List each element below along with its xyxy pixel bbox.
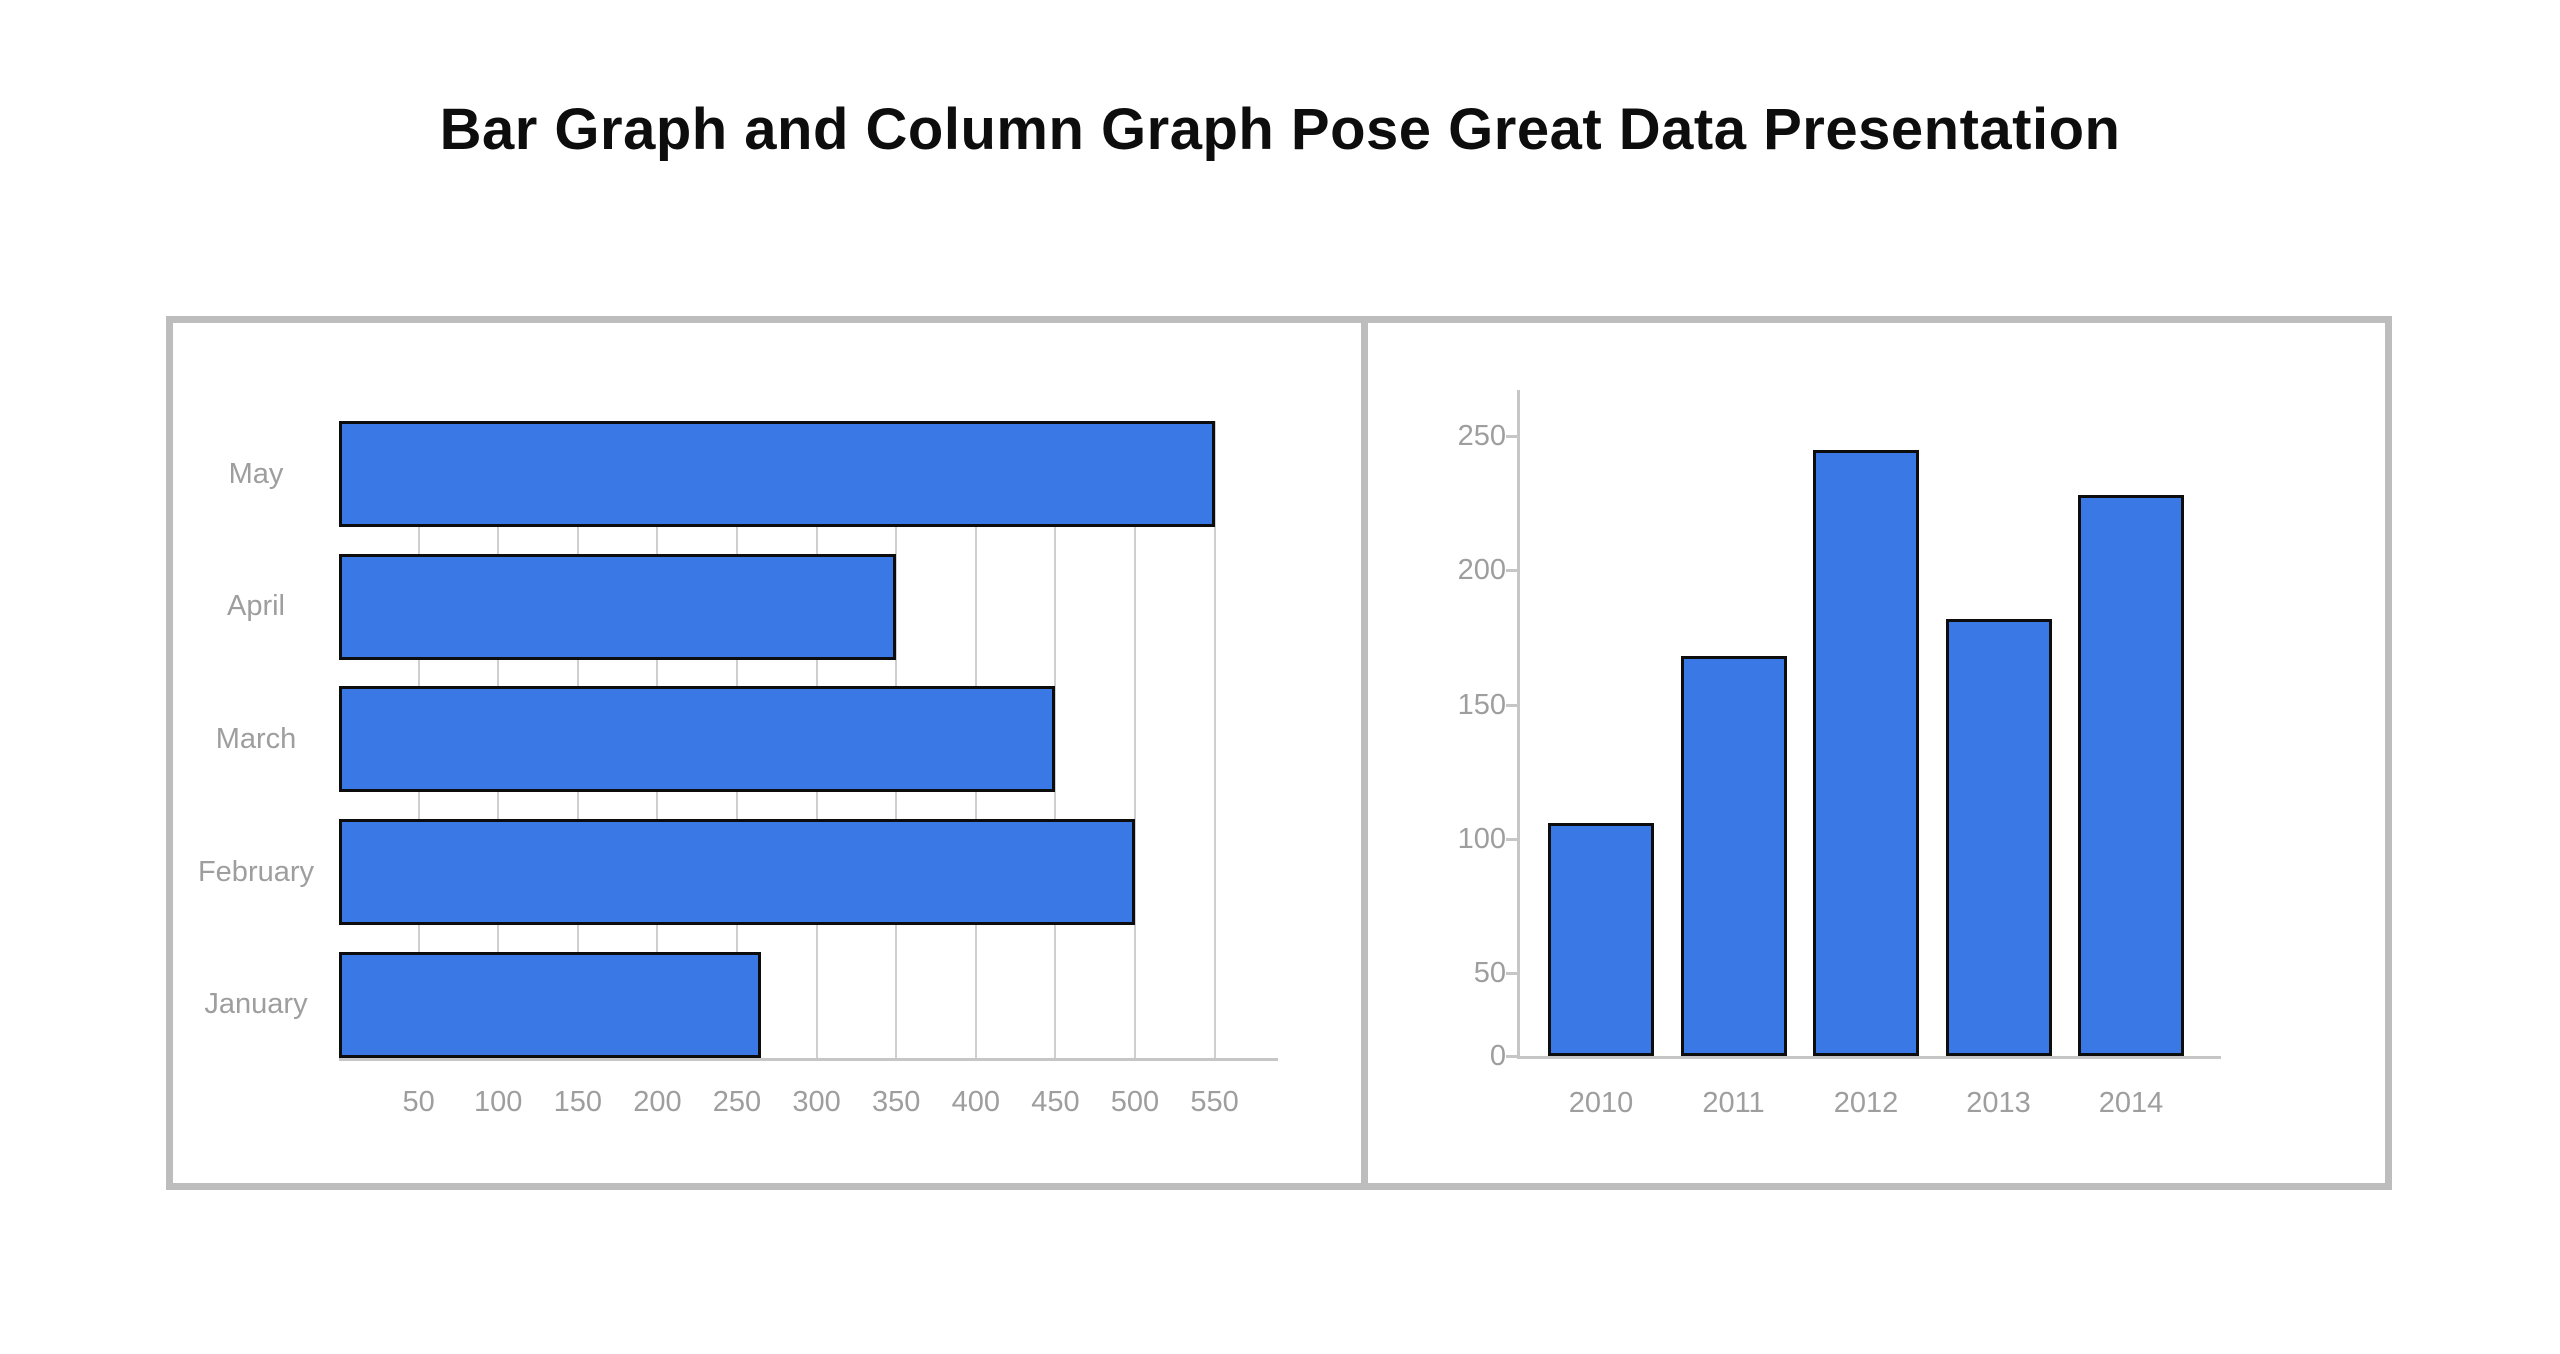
column-2014 (2078, 495, 2184, 1056)
x-tick-label-500: 500 (1110, 1086, 1160, 1118)
bar-february (339, 819, 1135, 926)
year-label-2014: 2014 (2098, 1087, 2164, 1119)
y-tick-150 (1506, 703, 1520, 707)
gridline-450 (1054, 421, 1057, 1058)
category-label-march: March (215, 722, 297, 755)
x-tick-label-150: 150 (553, 1086, 602, 1118)
bar-march (339, 686, 1056, 793)
category-label-february: February (197, 855, 315, 888)
bar-april (339, 553, 897, 660)
x-tick-label-100: 100 (473, 1086, 523, 1118)
y-axis-line (1517, 390, 1520, 1059)
y-tick-label-100: 100 (1457, 823, 1506, 855)
y-tick-label-50: 50 (1473, 957, 1506, 990)
category-label-january: January (204, 988, 308, 1021)
bar-graph-panel: 50 100 150 200 250 300 350 400 450 500 550 May April… (173, 323, 1361, 1183)
column-2012 (1813, 449, 1919, 1056)
charts-container: 50 100 150 200 250 300 350 400 450 500 550 May April… (166, 316, 2392, 1190)
y-tick-50 (1506, 972, 1520, 976)
year-label-2010: 2010 (1568, 1087, 1634, 1119)
x-axis-line (1520, 1056, 2221, 1059)
year-label-2012: 2012 (1833, 1087, 1899, 1119)
year-label-2013: 2013 (1966, 1087, 2031, 1119)
column-graph-panel: 0 50 100 150 200 250 2010 2011 2012 2013 2014 (1361, 323, 2385, 1183)
column-2010 (1548, 822, 1654, 1056)
x-tick-label-400: 400 (951, 1086, 1000, 1118)
x-tick-label-200: 200 (633, 1086, 682, 1118)
y-tick-label-200: 200 (1457, 554, 1506, 587)
y-tick-label-250: 250 (1457, 420, 1506, 453)
gridline-500 (1134, 421, 1136, 1058)
category-label-april: April (226, 590, 285, 623)
x-tick-label-350: 350 (871, 1086, 921, 1118)
x-tick-label-550: 550 (1190, 1086, 1239, 1118)
x-tick-label-50: 50 (402, 1086, 435, 1118)
year-label-2011: 2011 (1702, 1087, 1765, 1119)
y-tick-100 (1506, 838, 1520, 841)
x-axis-line (339, 1058, 1278, 1061)
column-2011 (1680, 656, 1787, 1056)
category-label-may: May (228, 457, 284, 490)
y-tick-250 (1506, 435, 1520, 439)
x-tick-label-250: 250 (712, 1086, 762, 1118)
page-title: Bar Graph and Column Graph Pose Great Da… (439, 97, 2121, 162)
x-tick-label-450: 450 (1031, 1086, 1080, 1118)
column-2013 (1945, 618, 2052, 1056)
gridline-550 (1213, 421, 1216, 1058)
y-tick-200 (1506, 569, 1520, 573)
y-tick-label-0: 0 (1489, 1040, 1506, 1072)
bar-january (339, 951, 761, 1058)
bar-may (339, 421, 1215, 527)
x-tick-label-300: 300 (792, 1086, 841, 1118)
y-tick-label-150: 150 (1457, 688, 1506, 721)
y-tick-0 (1506, 1055, 1520, 1058)
